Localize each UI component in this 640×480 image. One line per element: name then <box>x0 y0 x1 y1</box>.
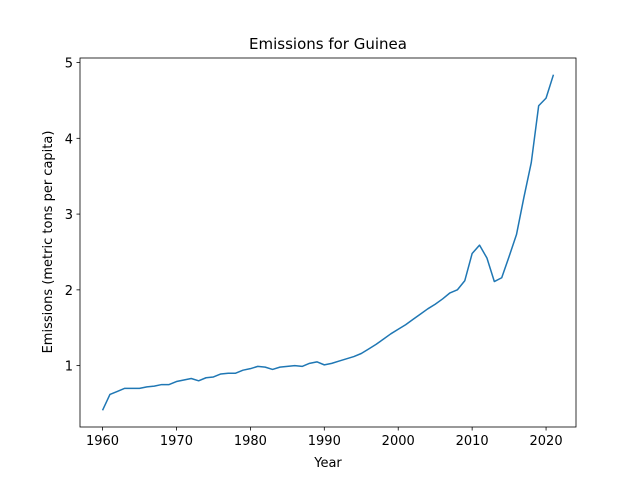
line-series <box>101 74 555 411</box>
y-axis-label: Emissions (metric tons per capita) <box>41 131 56 354</box>
x-tick-label: 2010 <box>456 434 489 449</box>
x-tick-label: 1980 <box>234 434 267 449</box>
y-tick-label: 2 <box>65 284 73 299</box>
x-tick-label: 2020 <box>530 434 563 449</box>
x-tick-label: 1970 <box>160 434 193 449</box>
y-tick-label: 3 <box>65 208 73 223</box>
x-tick-label: 1990 <box>308 434 341 449</box>
y-tick-label: 1 <box>65 360 73 375</box>
x-axis-label: Year <box>313 456 342 471</box>
chart-title: Emissions for Guinea <box>249 35 407 53</box>
y-tick-label: 4 <box>65 132 73 147</box>
plot-frame <box>79 57 577 428</box>
y-tick-label: 5 <box>65 57 73 72</box>
x-tick-label: 1960 <box>86 434 119 449</box>
x-tick-label: 2000 <box>382 434 415 449</box>
